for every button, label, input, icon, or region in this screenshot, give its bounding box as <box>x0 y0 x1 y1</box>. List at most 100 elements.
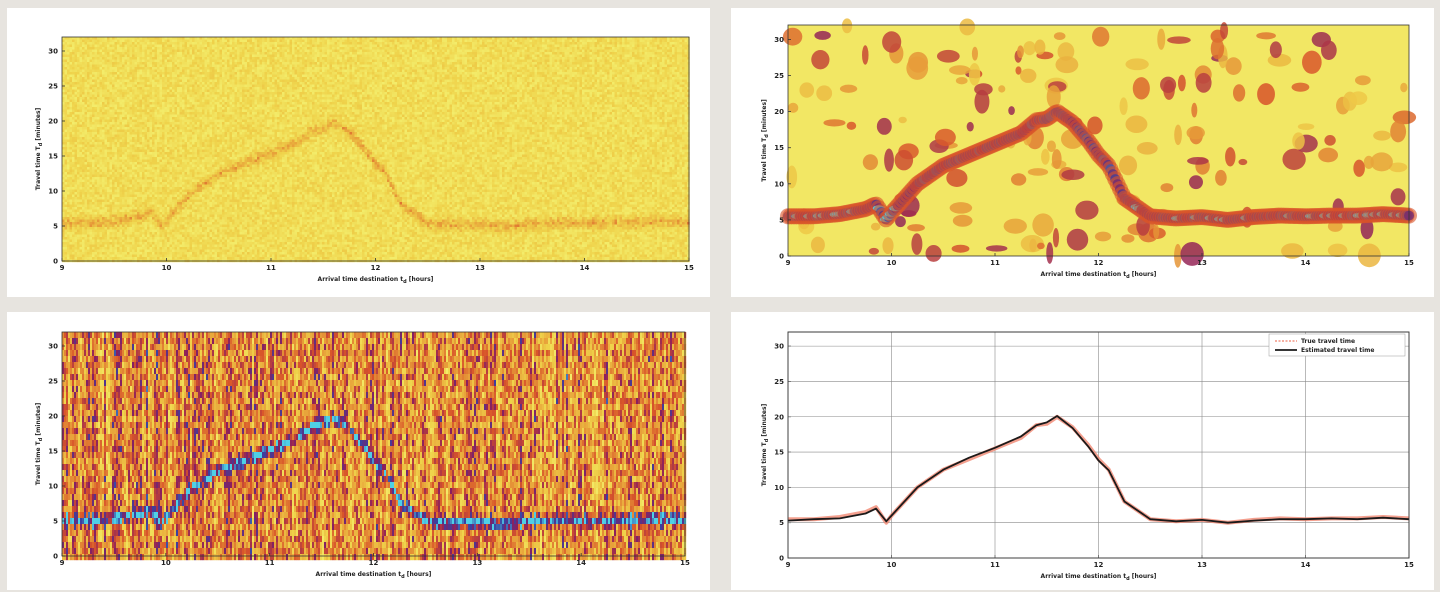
heatmap-cell <box>107 242 110 245</box>
heatmap-cell <box>195 92 198 95</box>
heatmap-cell <box>132 115 135 118</box>
heatmap-cell <box>185 197 188 200</box>
heatmap-cell <box>197 85 200 88</box>
heatmap-cell <box>75 250 78 253</box>
heatmap-cell <box>107 87 110 90</box>
heatmap-cell <box>150 255 153 258</box>
heatmap-cell <box>182 215 185 218</box>
heatmap-cell <box>165 65 168 68</box>
heatmap-cell <box>152 207 155 210</box>
heatmap-cell <box>122 225 125 228</box>
heatmap-cell <box>200 87 203 90</box>
heatmap-cell <box>95 87 98 90</box>
heatmap-cell <box>122 190 125 193</box>
heatmap-cell <box>115 120 118 123</box>
heatmap-cell <box>187 245 190 248</box>
heatmap-cell <box>95 170 98 173</box>
heatmap-cell <box>90 70 93 73</box>
heatmap-cell <box>87 57 90 60</box>
heatmap-cell <box>97 57 100 60</box>
heatmap-cell <box>190 207 193 210</box>
heatmap-cell <box>132 117 135 120</box>
heatmap-cell <box>117 142 120 145</box>
heatmap-cell <box>132 240 135 243</box>
heatmap-cell <box>190 185 193 188</box>
heatmap-cell <box>117 240 120 243</box>
heatmap-cell <box>150 55 153 58</box>
heatmap-cell <box>127 52 130 55</box>
heatmap-cell <box>147 50 150 53</box>
heatmap-cell <box>97 232 100 235</box>
heatmap-cell <box>170 235 173 238</box>
heatmap-cell <box>127 202 130 205</box>
heatmap-cell <box>72 62 75 65</box>
heatmap-cell <box>85 167 88 170</box>
heatmap-cell <box>122 175 125 178</box>
heatmap-cell <box>137 107 140 110</box>
heatmap-cell <box>70 142 73 145</box>
heatmap-cell <box>72 37 75 40</box>
heatmap-cell <box>195 110 198 113</box>
heatmap-cell <box>155 150 158 153</box>
heatmap-cell <box>82 197 85 200</box>
heatmap-cell <box>165 250 168 253</box>
heatmap-cell <box>120 95 123 98</box>
heatmap-cell <box>192 65 195 68</box>
heatmap-cell <box>175 157 178 160</box>
heatmap-cell <box>90 162 93 165</box>
heatmap-cell <box>95 102 98 105</box>
heatmap-cell <box>142 130 145 133</box>
heatmap-cell <box>192 125 195 128</box>
heatmap-cell <box>152 82 155 85</box>
heatmap-cell <box>112 205 115 208</box>
heatmap-cell <box>125 235 128 238</box>
heatmap-cell <box>177 157 180 160</box>
heatmap-cell <box>165 137 168 140</box>
heatmap-cell <box>135 210 138 213</box>
heatmap-cell <box>187 100 190 103</box>
heatmap-cell <box>75 160 78 163</box>
heatmap-cell <box>187 60 190 63</box>
heatmap-cell <box>102 37 105 40</box>
heatmap-cell <box>117 52 120 55</box>
heatmap-cell <box>192 37 195 40</box>
heatmap-cell <box>92 55 95 58</box>
heatmap-cell <box>120 135 123 138</box>
heatmap-cell <box>100 190 103 193</box>
heatmap-cell <box>110 187 113 190</box>
heatmap-cell <box>172 95 175 98</box>
heatmap-cell <box>95 232 98 235</box>
heatmap-cell <box>72 112 75 115</box>
heatmap-cell <box>110 242 113 245</box>
heatmap-cell <box>167 95 170 98</box>
heatmap-cell <box>100 210 103 213</box>
heatmap-cell <box>87 100 90 103</box>
heatmap-cell <box>190 115 193 118</box>
heatmap-cell <box>80 67 83 70</box>
heatmap-cell <box>135 250 138 253</box>
heatmap-cell <box>137 37 140 40</box>
heatmap-cell <box>77 222 80 225</box>
heatmap-cell <box>90 150 93 153</box>
heatmap-cell <box>142 145 145 148</box>
heatmap-cell <box>177 177 180 180</box>
heatmap-cell <box>132 230 135 233</box>
heatmap-cell <box>172 40 175 43</box>
heatmap-cell <box>107 112 110 115</box>
heatmap-cell <box>120 227 123 230</box>
heatmap-cell <box>142 162 145 165</box>
heatmap-cell <box>107 115 110 118</box>
heatmap-cell <box>157 57 160 60</box>
heatmap-cell <box>162 82 165 85</box>
heatmap-cell <box>122 192 125 195</box>
heatmap-cell <box>85 135 88 138</box>
heatmap-cell <box>155 180 158 183</box>
heatmap-cell <box>190 255 193 258</box>
heatmap-cell <box>155 257 158 260</box>
heatmap-cell <box>170 187 173 190</box>
heatmap-cell <box>132 80 135 83</box>
heatmap-cell <box>95 165 98 168</box>
heatmap-cell <box>67 202 70 205</box>
heatmap-cell <box>132 232 135 235</box>
heatmap-cell <box>80 195 83 198</box>
